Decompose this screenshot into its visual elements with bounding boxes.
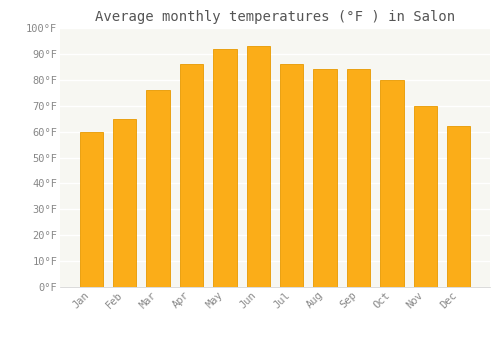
- Bar: [146, 90, 170, 287]
- Bar: [447, 126, 470, 287]
- Bar: [180, 64, 203, 287]
- Bar: [314, 69, 337, 287]
- Bar: [347, 69, 370, 287]
- Bar: [80, 132, 103, 287]
- Bar: [213, 49, 236, 287]
- Bar: [414, 106, 437, 287]
- Bar: [113, 119, 136, 287]
- Bar: [280, 64, 303, 287]
- Title: Average monthly temperatures (°F ) in Salon: Average monthly temperatures (°F ) in Sa…: [95, 10, 455, 24]
- Bar: [246, 46, 270, 287]
- Bar: [380, 80, 404, 287]
